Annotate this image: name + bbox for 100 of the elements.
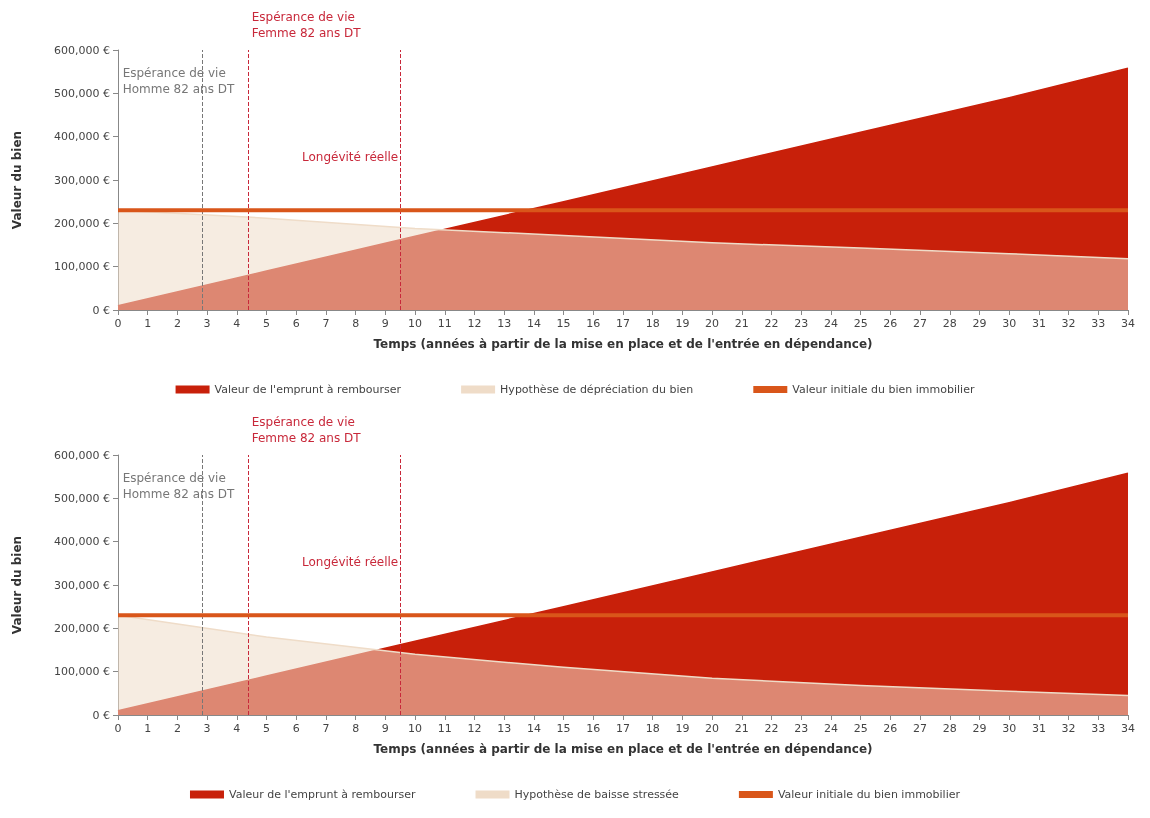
y-tick-label: 0 €: [92, 708, 110, 722]
x-tick-label: 24: [823, 722, 838, 735]
ref-line-label: Longévité réelle: [301, 150, 399, 164]
x-tick-label: 29: [972, 722, 987, 735]
x-tick-label: 3: [203, 317, 211, 330]
x-tick-label: 7: [322, 722, 330, 735]
x-tick-label: 24: [823, 317, 838, 330]
legend-label: Hypothèse de baisse stressée: [514, 788, 680, 801]
x-tick-label: 27: [913, 722, 928, 735]
x-tick-label: 25: [853, 317, 868, 330]
y-tick-label: 400,000 €: [54, 130, 110, 144]
ref-line-label: Espérance de vie Femme 82 ans DT: [251, 415, 362, 445]
x-tick-label: 22: [764, 317, 779, 330]
x-tick-label: 8: [352, 317, 360, 330]
x-tick-label: 14: [526, 317, 541, 330]
x-tick-label: 10: [408, 317, 423, 330]
x-tick-label: 8: [352, 722, 360, 735]
x-tick-label: 32: [1061, 722, 1076, 735]
x-tick-label: 11: [437, 317, 452, 330]
x-tick-label: 4: [233, 317, 241, 330]
x-tick-label: 10: [408, 722, 423, 735]
x-tick-label: 2: [173, 317, 181, 330]
x-tick-label: 23: [794, 317, 809, 330]
x-tick-label: 26: [883, 722, 898, 735]
x-tick-label: 5: [263, 722, 271, 735]
x-tick-label: 11: [437, 722, 452, 735]
x-tick-label: 15: [556, 317, 571, 330]
x-axis-title: Temps (années à partir de la mise en place et de l'entrée en dépendance): [373, 742, 873, 756]
x-tick-label: 22: [764, 722, 779, 735]
x-tick-label: 28: [942, 317, 957, 330]
x-tick-label: 1: [144, 317, 152, 330]
x-tick-label: 2: [173, 722, 181, 735]
legend-label: Valeur de l'emprunt à rembourser: [228, 788, 416, 801]
x-tick-label: 28: [942, 722, 957, 735]
x-tick-label: 3: [203, 722, 211, 735]
y-tick-label: 400,000 €: [54, 535, 110, 549]
x-tick-label: 34: [1121, 722, 1135, 735]
y-tick-label: 600,000 €: [54, 43, 110, 57]
y-tick-label: 0 €: [92, 303, 110, 317]
x-tick-label: 18: [645, 722, 660, 735]
x-tick-label: 4: [233, 722, 241, 735]
x-tick-label: 14: [526, 722, 541, 735]
legend-label: Valeur initiale du bien immobilier: [777, 788, 961, 801]
x-tick-label: 20: [705, 722, 720, 735]
x-tick-label: 18: [645, 317, 660, 330]
x-tick-label: 12: [467, 722, 482, 735]
x-tick-label: 32: [1061, 317, 1076, 330]
x-tick-label: 19: [675, 317, 690, 330]
x-axis-title: Temps (années à partir de la mise en place et de l'entrée en dépendance): [373, 337, 873, 351]
x-tick-label: 9: [381, 722, 389, 735]
y-tick-label: 200,000 €: [54, 621, 110, 635]
x-tick-label: 34: [1121, 317, 1135, 330]
x-tick-label: 33: [1091, 317, 1106, 330]
x-tick-label: 25: [853, 722, 868, 735]
x-tick-label: 6: [292, 722, 300, 735]
ref-line-label: Longévité réelle: [301, 555, 399, 569]
y-tick-label: 200,000 €: [54, 216, 110, 230]
ref-line-label: Espérance de vie Homme 82 ans DT: [122, 66, 235, 96]
x-tick-label: 0: [114, 722, 122, 735]
ref-line-label: Espérance de vie Homme 82 ans DT: [122, 471, 235, 501]
x-tick-label: 27: [913, 317, 928, 330]
y-tick-label: 300,000 €: [54, 173, 110, 187]
x-tick-label: 1: [144, 722, 152, 735]
y-axis-title: Valeur du bien: [10, 130, 24, 230]
x-tick-label: 17: [616, 317, 630, 330]
x-tick-label: 21: [734, 722, 749, 735]
x-tick-label: 29: [972, 317, 987, 330]
ref-line-label: Espérance de vie Femme 82 ans DT: [251, 10, 362, 40]
x-tick-label: 26: [883, 317, 898, 330]
y-tick-label: 500,000 €: [54, 86, 110, 100]
x-tick-label: 23: [794, 722, 809, 735]
legend-label: Hypothèse de dépréciation du bien: [500, 383, 694, 396]
x-tick-label: 9: [381, 317, 389, 330]
x-tick-label: 30: [1002, 722, 1017, 735]
legend-label: Valeur initiale du bien immobilier: [792, 383, 975, 396]
legend-label: Valeur de l'emprunt à rembourser: [214, 383, 402, 396]
x-tick-label: 19: [675, 722, 690, 735]
x-tick-label: 7: [322, 317, 330, 330]
y-tick-label: 100,000 €: [54, 665, 110, 679]
x-tick-label: 15: [556, 722, 571, 735]
x-tick-label: 12: [467, 317, 482, 330]
x-tick-label: 5: [263, 317, 271, 330]
x-tick-label: 0: [114, 317, 122, 330]
x-tick-label: 30: [1002, 317, 1017, 330]
x-tick-label: 31: [1031, 722, 1046, 735]
x-tick-label: 13: [497, 722, 512, 735]
x-tick-label: 20: [705, 317, 720, 330]
x-tick-label: 31: [1031, 317, 1046, 330]
x-tick-label: 17: [616, 722, 630, 735]
x-tick-label: 13: [497, 317, 512, 330]
x-tick-label: 33: [1091, 722, 1106, 735]
x-tick-label: 16: [586, 317, 601, 330]
y-tick-label: 600,000 €: [54, 448, 110, 462]
y-tick-label: 100,000 €: [54, 260, 110, 274]
y-axis-title: Valeur du bien: [10, 535, 24, 635]
x-tick-label: 16: [586, 722, 601, 735]
x-tick-label: 21: [734, 317, 749, 330]
y-tick-label: 300,000 €: [54, 578, 110, 592]
x-tick-label: 6: [292, 317, 300, 330]
y-tick-label: 500,000 €: [54, 491, 110, 505]
